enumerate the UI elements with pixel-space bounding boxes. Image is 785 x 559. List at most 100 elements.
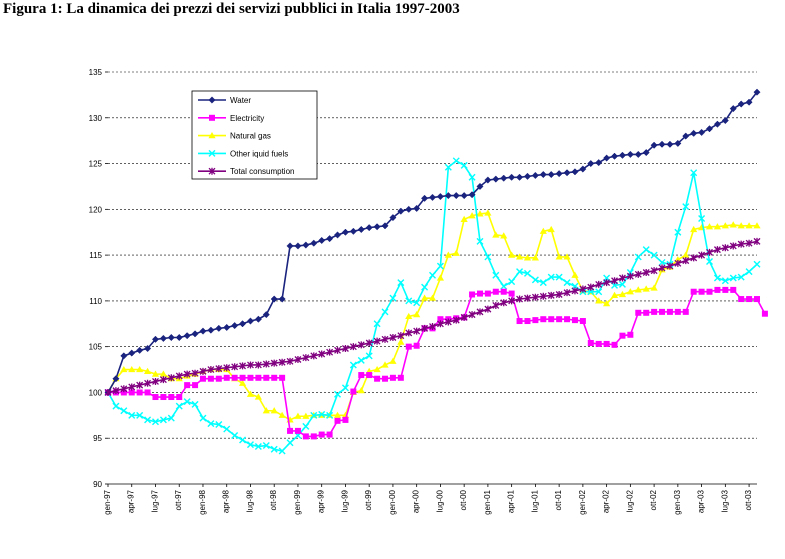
data-point — [373, 337, 381, 345]
x-tick-label: gen-98 — [198, 489, 207, 514]
data-point — [587, 340, 594, 347]
x-tick-label: lug-98 — [245, 489, 254, 512]
data-point — [334, 390, 342, 398]
data-point — [642, 269, 650, 277]
data-point — [262, 311, 270, 319]
data-point — [238, 320, 247, 328]
data-point — [547, 170, 555, 179]
data-point — [698, 288, 705, 295]
data-point — [618, 274, 626, 282]
data-point — [469, 291, 476, 298]
data-point — [144, 389, 151, 396]
legend-label: Water — [230, 96, 251, 105]
series-total-consumption — [104, 237, 761, 396]
x-tick-label: lug-99 — [340, 489, 349, 512]
data-point — [595, 159, 603, 167]
data-point — [136, 381, 144, 389]
data-point — [207, 375, 214, 382]
data-point — [207, 326, 215, 334]
legend-label: Natural gas — [230, 132, 271, 141]
data-point — [626, 150, 634, 158]
data-point — [745, 222, 753, 229]
data-point — [429, 271, 436, 279]
data-point — [595, 280, 603, 288]
data-point — [508, 278, 516, 286]
data-point — [191, 400, 199, 408]
data-point — [405, 343, 412, 350]
data-point — [595, 340, 602, 347]
y-tick-label: 135 — [89, 68, 103, 77]
x-tick-label: apr-01 — [507, 489, 516, 513]
data-point — [208, 96, 216, 104]
x-tick-label: gen-97 — [103, 489, 112, 514]
data-point — [112, 375, 120, 383]
data-point — [745, 268, 753, 276]
data-point — [389, 214, 397, 222]
data-point — [318, 350, 326, 358]
data-point — [523, 172, 532, 180]
data-point — [460, 313, 468, 321]
data-point — [326, 348, 334, 356]
data-point — [389, 357, 397, 364]
data-point — [168, 394, 175, 401]
data-point — [729, 242, 737, 250]
data-point — [571, 271, 579, 278]
data-point — [215, 365, 223, 373]
data-point — [239, 362, 247, 370]
data-point — [508, 251, 516, 258]
data-point — [571, 317, 578, 324]
data-point — [104, 388, 112, 396]
data-point — [650, 141, 658, 149]
data-point — [128, 349, 136, 357]
data-point — [729, 221, 737, 228]
data-point — [270, 359, 278, 367]
data-point — [460, 192, 468, 200]
data-point — [460, 215, 468, 223]
data-point — [366, 372, 373, 379]
x-tick-label: lug-00 — [435, 489, 444, 512]
data-point — [516, 173, 524, 181]
data-point — [159, 376, 167, 384]
data-point — [508, 173, 516, 181]
data-point — [144, 416, 152, 424]
data-point — [754, 296, 760, 303]
data-point — [302, 433, 309, 440]
series-line — [107, 212, 757, 421]
data-point — [143, 367, 152, 374]
legend-label: Electricity — [230, 114, 264, 123]
data-point — [373, 223, 381, 231]
y-tick-label: 100 — [89, 388, 103, 397]
data-point — [310, 411, 318, 419]
data-point — [152, 394, 159, 401]
data-point — [223, 374, 230, 381]
data-point — [349, 361, 357, 369]
data-point — [397, 279, 405, 287]
data-point — [318, 431, 325, 438]
data-point — [357, 225, 365, 234]
data-point — [555, 290, 563, 298]
data-point — [539, 227, 547, 234]
data-point — [642, 285, 650, 292]
data-point — [357, 341, 365, 349]
data-point — [128, 389, 135, 396]
data-point — [279, 374, 286, 381]
data-point — [421, 324, 429, 332]
data-point — [247, 374, 254, 381]
data-point — [231, 431, 239, 439]
data-point — [753, 222, 761, 229]
data-point — [302, 422, 310, 430]
data-point — [136, 411, 144, 419]
data-point — [239, 436, 247, 444]
data-point — [659, 308, 666, 315]
data-point — [634, 286, 642, 293]
x-tick-label: gen-01 — [483, 489, 492, 514]
data-point — [666, 140, 674, 148]
data-point — [231, 374, 238, 381]
data-point — [246, 441, 254, 449]
data-point — [753, 88, 761, 96]
data-point — [524, 318, 531, 325]
data-point — [476, 237, 484, 245]
data-point — [484, 305, 492, 313]
data-point — [246, 317, 255, 325]
